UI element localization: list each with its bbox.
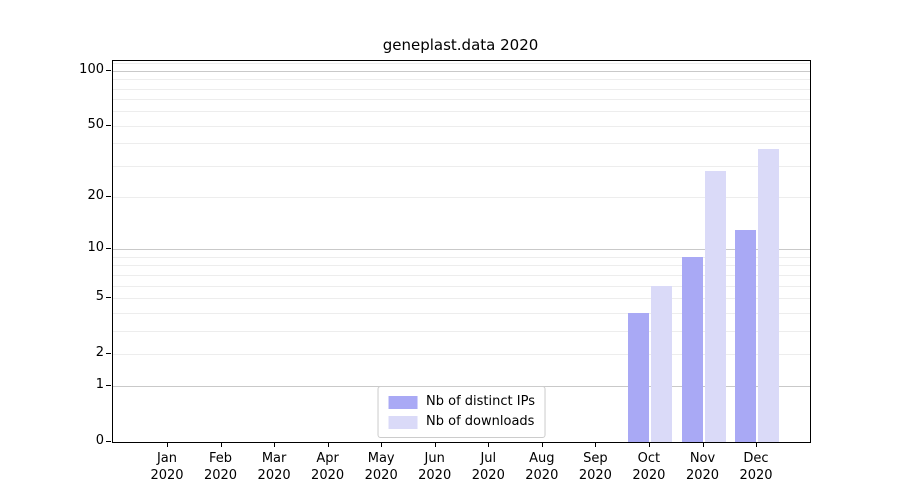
x-tick-mark bbox=[220, 443, 222, 447]
minor-gridline bbox=[113, 265, 810, 267]
plot-layers bbox=[113, 61, 810, 442]
legend-swatch-downloads bbox=[388, 415, 418, 429]
x-tick-label-month: Sep bbox=[583, 451, 608, 466]
x-tick-mark bbox=[595, 443, 597, 447]
x-tick-label-year: 2020 bbox=[471, 468, 505, 483]
x-tick-label-month: Apr bbox=[316, 451, 339, 466]
x-tick-label-year: 2020 bbox=[364, 468, 398, 483]
y-tick-label: 10 bbox=[87, 240, 104, 256]
bar-downloads bbox=[704, 171, 726, 442]
y-tick-mark bbox=[106, 196, 111, 198]
plot-area: Nb of distinct IPs Nb of downloads bbox=[112, 60, 811, 443]
legend: Nb of distinct IPs Nb of downloads bbox=[377, 386, 546, 438]
y-tick-label: 0 bbox=[95, 433, 104, 448]
x-tick-mark bbox=[756, 443, 757, 447]
x-tick-mark bbox=[167, 443, 168, 447]
bar-distinct-ips bbox=[627, 312, 649, 442]
x-tick-mark bbox=[648, 443, 650, 447]
minor-gridline bbox=[113, 312, 810, 314]
y-tick-label: 2 bbox=[95, 344, 104, 360]
bar-distinct-ips bbox=[681, 256, 703, 442]
x-tick-label-year: 2020 bbox=[525, 468, 559, 483]
x-tick-label-year: 2020 bbox=[311, 468, 345, 483]
y-tick-label: 5 bbox=[95, 288, 104, 304]
x-tick-label-month: Mar bbox=[261, 451, 287, 466]
x-tick-mark bbox=[488, 443, 490, 447]
x-tick-label-year: 2020 bbox=[418, 468, 452, 483]
x-tick-mark bbox=[434, 443, 436, 447]
x-tick-label-month: Feb bbox=[208, 451, 233, 466]
x-tick-label-month: Jan bbox=[156, 451, 178, 466]
minor-gridline bbox=[113, 256, 810, 258]
x-tick-label-year: 2020 bbox=[739, 468, 773, 483]
chart-title: geneplast.data 2020 bbox=[382, 36, 539, 54]
minor-gridline bbox=[113, 125, 810, 127]
x-tick-label-year: 2020 bbox=[203, 468, 238, 483]
y-tick-mark bbox=[106, 248, 111, 250]
x-tick-label-month: Dec bbox=[743, 451, 769, 466]
bar-downloads bbox=[758, 149, 779, 442]
legend-row: Nb of downloads bbox=[388, 412, 535, 432]
y-tick-label: 1 bbox=[95, 377, 104, 393]
minor-gridline bbox=[113, 63, 810, 65]
legend-row: Nb of distinct IPs bbox=[388, 392, 535, 412]
x-tick-label-month: Oct bbox=[637, 451, 661, 466]
x-tick-mark bbox=[702, 443, 704, 447]
y-tick-mark bbox=[106, 385, 111, 387]
x-tick-label-month: May bbox=[367, 451, 395, 466]
minor-gridline bbox=[113, 143, 810, 145]
x-tick-mark bbox=[381, 443, 383, 447]
x-tick-mark bbox=[327, 443, 329, 447]
minor-gridline bbox=[113, 99, 810, 101]
x-tick-label-year: 2020 bbox=[257, 468, 291, 483]
major-gridline bbox=[113, 249, 810, 251]
x-tick-mark bbox=[274, 443, 276, 447]
y-tick-mark bbox=[106, 296, 111, 298]
x-tick-label-year: 2020 bbox=[685, 468, 720, 483]
y-tick-label: 20 bbox=[87, 188, 104, 204]
y-tick-mark bbox=[106, 124, 111, 126]
minor-gridline bbox=[113, 88, 810, 90]
y-tick-mark bbox=[106, 69, 111, 71]
bar-downloads bbox=[650, 285, 672, 442]
legend-label: Nb of downloads bbox=[426, 414, 535, 429]
x-tick-label-year: 2020 bbox=[578, 468, 612, 483]
minor-gridline bbox=[113, 165, 810, 167]
x-tick-label-month: Nov bbox=[689, 451, 716, 466]
minor-gridline bbox=[113, 297, 810, 299]
legend-label: Nb of distinct IPs bbox=[426, 394, 535, 409]
y-tick-label: 50 bbox=[87, 116, 104, 132]
y-tick-label: 100 bbox=[79, 61, 104, 77]
legend-swatch-distinct-ips bbox=[388, 395, 418, 409]
major-gridline bbox=[113, 70, 810, 72]
x-tick-mark bbox=[541, 443, 543, 447]
x-tick-label-month: Aug bbox=[529, 451, 555, 466]
minor-gridline bbox=[113, 111, 810, 113]
x-tick-label-month: Jun bbox=[424, 451, 445, 466]
minor-gridline bbox=[113, 274, 810, 276]
minor-gridline bbox=[113, 330, 810, 332]
x-tick-label-month: Jul bbox=[480, 451, 497, 466]
minor-gridline bbox=[113, 285, 810, 287]
x-tick-label-year: 2020 bbox=[632, 468, 666, 483]
y-tick-mark bbox=[106, 441, 111, 442]
minor-gridline bbox=[113, 79, 810, 81]
minor-gridline bbox=[113, 353, 810, 355]
minor-gridline bbox=[113, 197, 810, 199]
y-tick-mark bbox=[106, 352, 111, 354]
bar-distinct-ips bbox=[735, 229, 756, 442]
x-tick-label-year: 2020 bbox=[150, 468, 184, 483]
